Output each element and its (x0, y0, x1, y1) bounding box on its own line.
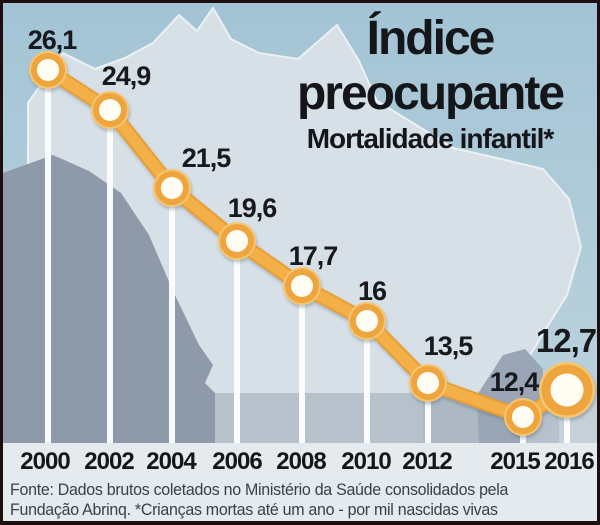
data-point-marker-highlight (550, 373, 584, 407)
drop-line (107, 110, 113, 446)
data-point-marker (99, 99, 121, 121)
x-axis-year-label: 2010 (341, 448, 391, 475)
drop-line (234, 241, 240, 446)
drop-line (45, 70, 51, 446)
x-axis-year-label: 2006 (212, 448, 262, 475)
point-value-label: 19,6 (227, 193, 278, 223)
x-axis-year-label: 2000 (20, 448, 70, 475)
data-point-marker (356, 310, 378, 332)
point-value-label: 24,9 (101, 61, 152, 91)
data-point-marker (161, 177, 183, 199)
bottom-strip (3, 443, 597, 521)
x-axis-year-label: 2002 (84, 448, 134, 475)
x-axis-year-label: 2012 (402, 448, 452, 475)
chart-title-line1: Índice (366, 12, 496, 65)
data-point-marker (417, 372, 439, 394)
data-point-marker (291, 275, 313, 297)
point-value-label: 16 (357, 276, 387, 306)
chart-title-line2: preocupante (296, 67, 565, 120)
chart-subtitle: Mortalidade infantil* (306, 123, 555, 154)
data-point-marker (512, 406, 534, 428)
point-value-label: 21,5 (181, 143, 232, 173)
x-axis-year-label: 2015 (490, 448, 540, 475)
drop-line (364, 321, 370, 446)
source-note-line1: Fonte: Dados brutos coletados no Ministé… (10, 480, 509, 499)
source-note-line2: Fundação Abrinq. *Crianças mortas até um… (10, 500, 498, 519)
data-point-marker (37, 59, 59, 81)
chart-header: Índice preocupante Mortalidade infantil* (296, 11, 565, 155)
point-value-label: 17,7 (288, 241, 339, 271)
point-value-label: 26,1 (27, 25, 78, 55)
drop-line (425, 383, 431, 446)
point-value-label: 13,5 (423, 331, 474, 361)
point-value-label: 12,7 (535, 322, 597, 359)
drop-line (169, 188, 175, 446)
x-axis-year-label: 2016 (544, 448, 594, 475)
line-and-markers-group (29, 51, 595, 436)
point-value-label: 12,4 (489, 367, 540, 397)
drop-line (299, 286, 305, 446)
data-point-marker (226, 230, 248, 252)
mortality-line-chart (3, 3, 597, 446)
x-axis-year-label: 2004 (146, 448, 196, 475)
source-note: Fonte: Dados brutos coletados no Ministé… (10, 480, 555, 520)
x-axis-year-label: 2008 (276, 448, 326, 475)
